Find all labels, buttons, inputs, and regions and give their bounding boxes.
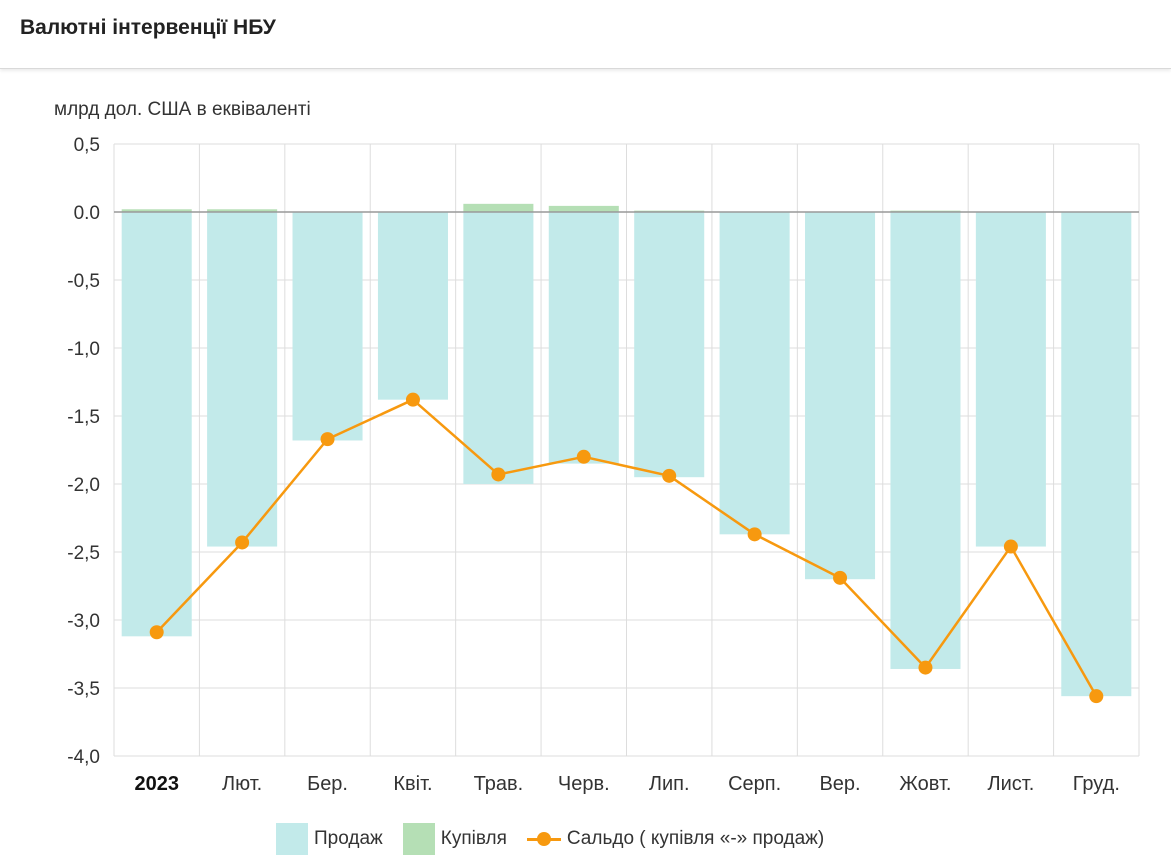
sales-bar [292, 212, 363, 441]
x-tick-label: Вер. [819, 773, 860, 795]
y-tick-label: -4,0 [67, 747, 100, 768]
y-tick-label: -3,0 [67, 611, 100, 632]
x-tick-label: Черв. [558, 773, 610, 795]
x-tick-label: Лист. [987, 773, 1034, 795]
sales-bar [1061, 212, 1132, 697]
sales-bar [890, 212, 961, 669]
legend-label: Купівля [440, 828, 507, 849]
chart-title: Валютні інтервенції НБУ [20, 16, 276, 39]
sales-bar [634, 212, 705, 478]
balance-point [235, 535, 250, 550]
legend-swatch [526, 829, 561, 849]
sales-bar [207, 212, 278, 547]
purchase-bar [548, 205, 619, 212]
legend-label: Сальдо ( купівля «-» продаж) [566, 828, 825, 849]
sales-bar [975, 212, 1046, 547]
balance-point [918, 660, 933, 675]
y-tick-label: -1,5 [67, 407, 100, 428]
balance-point [662, 468, 677, 483]
chart-legend: Продаж Купівля Сальдо ( купівля «-» продаж… [276, 822, 844, 856]
y-tick-label: -1,0 [67, 339, 100, 360]
legend-swatch [402, 823, 435, 855]
y-axis-unit-label: млрд дол. США в еквіваленті [54, 99, 311, 120]
chart-header: Валютні інтервенції НБУ [0, 0, 1171, 69]
y-tick-label: 0.0 [74, 203, 100, 224]
sales-bar [463, 212, 534, 484]
balance-point [833, 570, 848, 585]
y-tick-label: -2,0 [67, 475, 100, 496]
balance-point [1089, 689, 1104, 704]
legend-swatch [276, 823, 308, 855]
y-tick-label: -2,5 [67, 543, 100, 564]
balance-point [747, 527, 762, 542]
x-tick-label: Квіт. [393, 773, 432, 795]
balance-point [320, 432, 335, 447]
x-tick-label: 2023 [134, 773, 179, 795]
sales-bar [719, 212, 790, 535]
balance-point [491, 467, 506, 482]
x-tick-label: Лют. [222, 773, 262, 795]
balance-point [576, 449, 591, 464]
x-tick-label: Трав. [474, 773, 524, 795]
x-tick-label: Серп. [728, 773, 781, 795]
y-tick-label: -3,5 [67, 679, 100, 700]
x-tick-label: Лип. [649, 773, 690, 795]
y-tick-label: 0,5 [74, 135, 100, 156]
y-tick-label: -0,5 [67, 271, 100, 292]
purchase-bar [207, 209, 278, 212]
legend-label: Продаж [314, 828, 383, 849]
legend-item[interactable]: Сальдо ( купівля «-» продаж) [526, 828, 825, 850]
sales-bar [548, 212, 619, 464]
balance-point [1003, 539, 1018, 554]
x-tick-label: Груд. [1073, 773, 1120, 795]
balance-point [149, 625, 164, 640]
legend-item[interactable]: Продаж [276, 823, 383, 855]
purchase-bar [121, 209, 192, 212]
sales-bar [805, 212, 876, 580]
x-tick-label: Жовт. [899, 773, 951, 795]
x-tick-label: Бер. [307, 773, 348, 795]
balance-line [155, 398, 1098, 697]
purchase-bar [463, 203, 534, 212]
legend-item[interactable]: Купівля [402, 823, 507, 855]
balance-point [405, 392, 420, 407]
sales-bar [377, 212, 448, 400]
sales-bar [121, 212, 192, 637]
